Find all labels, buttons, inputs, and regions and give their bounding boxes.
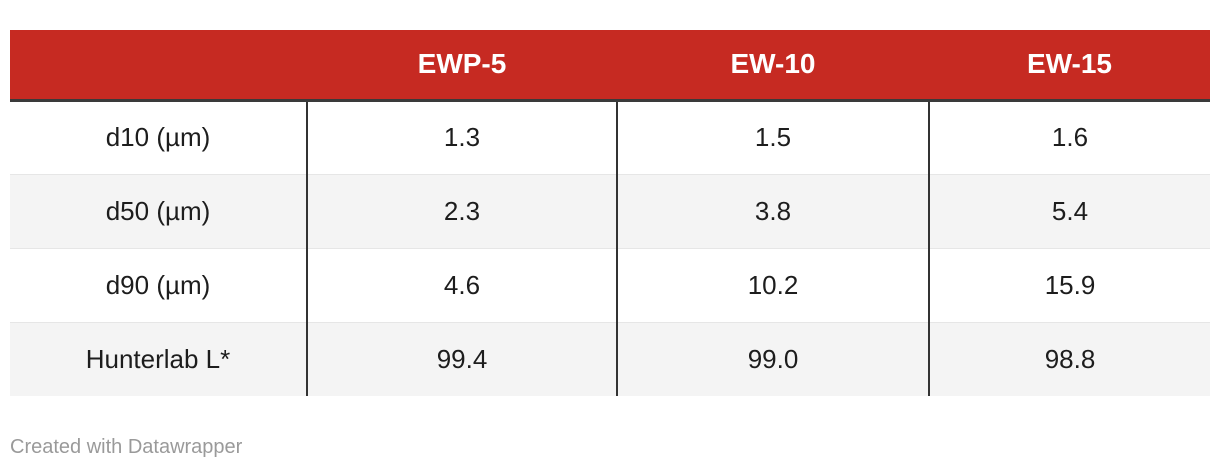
- table-cell: 3.8: [617, 174, 930, 249]
- row-label: Hunterlab L*: [10, 322, 308, 396]
- table-cell: 4.6: [307, 248, 618, 323]
- table-cell: 5.4: [929, 174, 1210, 249]
- table-header: EWP-5 EW-10 EW-15: [10, 30, 1210, 102]
- row-label: d10 (µm): [10, 100, 308, 175]
- datawrapper-credit: Created with Datawrapper: [10, 436, 243, 458]
- table-cell: 99.4: [307, 322, 618, 396]
- table-row: d50 (µm) 2.3 3.8 5.4: [10, 174, 1210, 249]
- table-cell: 1.6: [929, 100, 1210, 175]
- table-row: Hunterlab L* 99.4 99.0 98.8: [10, 322, 1210, 396]
- header-row: EWP-5 EW-10 EW-15: [10, 30, 1210, 102]
- data-table-container: EWP-5 EW-10 EW-15 d10 (µm) 1.3 1.5 1.6 d…: [10, 30, 1210, 396]
- table-cell: 99.0: [617, 322, 930, 396]
- row-label: d50 (µm): [10, 174, 308, 249]
- table-cell: 10.2: [617, 248, 930, 323]
- header-cell-empty: [10, 30, 307, 102]
- table-row: d10 (µm) 1.3 1.5 1.6: [10, 100, 1210, 175]
- data-table: EWP-5 EW-10 EW-15 d10 (µm) 1.3 1.5 1.6 d…: [10, 30, 1210, 396]
- table-row: d90 (µm) 4.6 10.2 15.9: [10, 248, 1210, 323]
- table-body: d10 (µm) 1.3 1.5 1.6 d50 (µm) 2.3 3.8 5.…: [10, 100, 1210, 396]
- table-cell: 2.3: [307, 174, 618, 249]
- header-cell-ew-10: EW-10: [617, 30, 929, 102]
- table-cell: 98.8: [1044, 343, 1096, 374]
- table-cell: 1.3: [307, 100, 618, 175]
- header-cell-ew-15: EW-15: [929, 30, 1210, 102]
- table-cell: 1.5: [617, 100, 930, 175]
- table-cell: 15.9: [929, 248, 1210, 323]
- row-label: d90 (µm): [10, 248, 308, 323]
- header-cell-ewp-5: EWP-5: [307, 30, 617, 102]
